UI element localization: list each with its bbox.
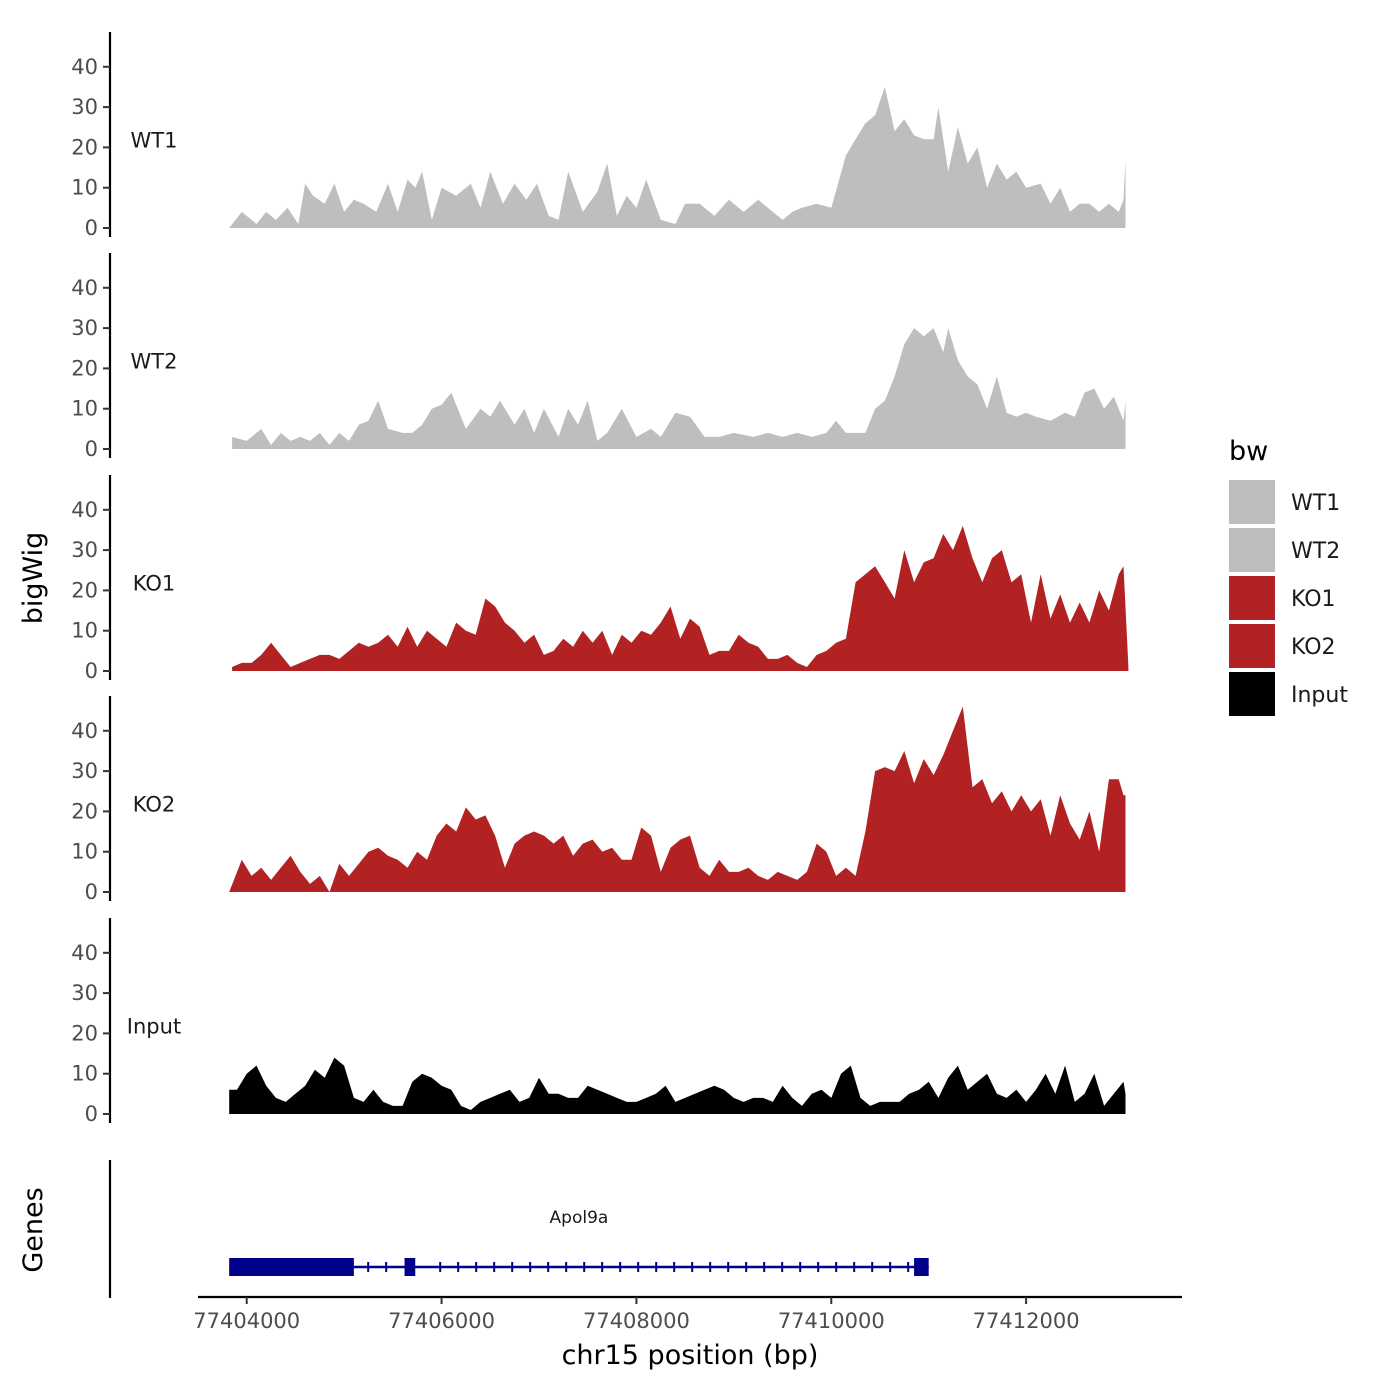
- y-tick-label: 30: [71, 316, 98, 340]
- x-tick-label: 77412000: [973, 1309, 1080, 1333]
- track-input: 0 10 20 30 40 Input: [71, 918, 1126, 1126]
- y-tick-label: 0: [85, 880, 98, 904]
- track-ko1: 0 10 20 30 40 KO1: [71, 475, 1129, 683]
- coverage-area-wt1: [229, 86, 1126, 229]
- legend-swatch-ko2: [1229, 624, 1275, 668]
- track-ko2: 0 10 20 30 40 KO2: [71, 696, 1126, 904]
- y-tick-label: 40: [71, 941, 98, 965]
- y-tick-label: 40: [71, 55, 98, 79]
- legend-swatch-ko1: [1229, 576, 1275, 620]
- y-tick-label: 30: [71, 759, 98, 783]
- coverage-area-wt2: [232, 328, 1126, 449]
- y-tick-label: 20: [71, 135, 98, 159]
- y-tick-label: 20: [71, 356, 98, 380]
- genes-axis-title: Genes: [18, 1187, 49, 1272]
- track-label-input: Input: [127, 1014, 181, 1038]
- exon: [404, 1258, 416, 1276]
- exon: [229, 1258, 354, 1276]
- legend-swatch-wt2: [1229, 528, 1275, 572]
- genes-panel: Apol9a: [108, 1160, 929, 1298]
- legend-swatch-wt1: [1229, 480, 1275, 524]
- x-axis-title: chr15 position (bp): [562, 1340, 819, 1371]
- y-tick-label: 0: [85, 216, 98, 240]
- x-tick-label: 77404000: [193, 1309, 300, 1333]
- x-tick-label: 77408000: [583, 1309, 690, 1333]
- y-tick-label: 10: [71, 619, 98, 643]
- track-label-ko2: KO2: [133, 792, 176, 816]
- exon: [914, 1258, 929, 1276]
- y-tick-label: 30: [71, 95, 98, 119]
- track-label-ko1: KO1: [133, 571, 176, 595]
- legend-title: bw: [1229, 436, 1268, 467]
- y-tick-label: 0: [85, 1102, 98, 1126]
- track-label-wt1: WT1: [131, 128, 178, 152]
- coverage-area-input: [229, 1057, 1126, 1114]
- track-label-wt2: WT2: [131, 349, 178, 373]
- legend-label-ko2: KO2: [1291, 635, 1336, 660]
- x-tick-label: 77410000: [778, 1309, 885, 1333]
- y-axis-title: bigWig: [18, 532, 49, 625]
- legend-label-ko1: KO1: [1291, 587, 1336, 612]
- gene-apol9a: Apol9a: [229, 1208, 929, 1276]
- y-tick-label: 30: [71, 538, 98, 562]
- y-tick-label: 10: [71, 840, 98, 864]
- y-tick-label: 30: [71, 981, 98, 1005]
- coverage-tracks: 0 10 20 30 40 WT1 0 10 20 30 40 WT2 0 10 20 30 40 KO1 0 10 2…: [71, 32, 1129, 1126]
- legend-swatch-input: [1229, 672, 1275, 716]
- coverage-area-ko1: [232, 525, 1129, 671]
- track-wt1: 0 10 20 30 40 WT1: [71, 32, 1126, 240]
- legend-label-input: Input: [1291, 683, 1348, 708]
- y-tick-label: 40: [71, 276, 98, 300]
- y-tick-label: 0: [85, 437, 98, 461]
- y-tick-label: 10: [71, 1062, 98, 1086]
- y-tick-label: 10: [71, 397, 98, 421]
- x-tick-label: 77406000: [388, 1309, 495, 1333]
- legend-label-wt2: WT2: [1291, 539, 1340, 564]
- y-tick-label: 40: [71, 719, 98, 743]
- y-tick-label: 10: [71, 176, 98, 200]
- y-tick-label: 20: [71, 1021, 98, 1045]
- coverage-area-ko2: [229, 706, 1126, 892]
- legend-label-wt1: WT1: [1291, 491, 1340, 516]
- track-wt2: 0 10 20 30 40 WT2: [71, 253, 1126, 461]
- y-tick-label: 40: [71, 498, 98, 522]
- y-tick-label: 0: [85, 659, 98, 683]
- gene-label: Apol9a: [550, 1208, 609, 1228]
- y-tick-label: 20: [71, 578, 98, 602]
- x-axis: 77404000 77406000 77408000 77410000 77412000: [193, 1295, 1182, 1333]
- y-tick-label: 20: [71, 799, 98, 823]
- legend: bw WT1 WT2 KO1 KO2 Input: [1229, 436, 1348, 716]
